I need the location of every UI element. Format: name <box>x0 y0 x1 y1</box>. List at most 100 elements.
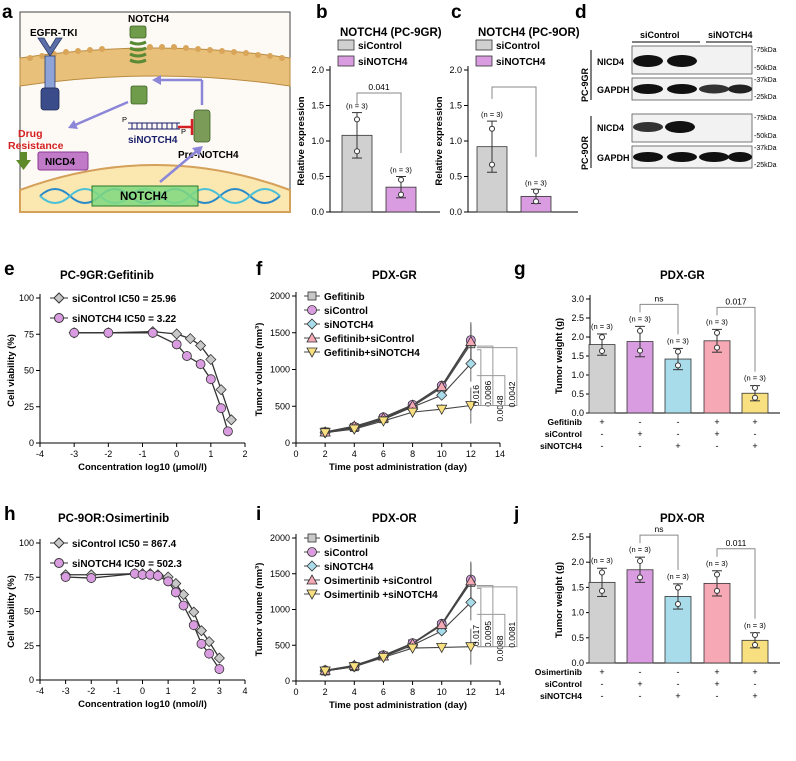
legend-label: siNOTCH4 <box>324 320 374 331</box>
data-point <box>599 587 605 594</box>
y-tick-label: 1500 <box>270 328 290 338</box>
n-label: (n = 3) <box>667 336 689 345</box>
legend-label: Gefitinib+siControl <box>324 334 415 345</box>
y-tick-label: 0.0 <box>571 658 584 668</box>
data-point <box>196 638 207 649</box>
data-point <box>465 335 477 346</box>
panel-label-i: i <box>256 504 261 525</box>
data-point <box>216 403 226 414</box>
x-tick-label: 14 <box>495 687 505 697</box>
chart-h: PC-9OR:Osimertinib 0 25 50 75 100 Cell viabili… <box>6 513 248 710</box>
data-point <box>214 664 225 674</box>
n-label: (n = 3) <box>591 556 613 565</box>
y-tick-label: 1.0 <box>449 136 462 146</box>
data-point <box>533 198 539 205</box>
y-tick-label: 1500 <box>270 569 290 579</box>
condition-sign: - <box>601 441 604 451</box>
gene-label: NOTCH4 <box>120 191 168 203</box>
data-point <box>86 573 97 583</box>
condition-sign: - <box>677 667 680 677</box>
y-tick-label: 1.5 <box>571 351 584 361</box>
y-tick-label: 1.5 <box>311 101 324 111</box>
condition-sign: - <box>677 417 680 427</box>
drug-resistance-line2: Resistance <box>8 140 64 152</box>
condition-name: Gefitinib <box>548 417 582 427</box>
p-value: 0.041 <box>368 82 390 92</box>
data-point <box>436 380 448 391</box>
pvalue-bracket <box>476 586 518 648</box>
x-tick-label: 8 <box>410 687 415 697</box>
y-tick-label: 50 <box>24 607 34 617</box>
data-point <box>69 327 80 338</box>
panel-a: a EGFR-TKI NOTCH4 Pre-NOTCH4 <box>2 2 291 213</box>
chart-e: PC-9GR:Gefitinib 0 25 50 75 100 Cell viability… <box>6 270 248 473</box>
data-point <box>436 389 448 401</box>
y-tick-label: 50 <box>24 366 34 376</box>
x-axis-title: Time post administration (day) <box>329 700 467 711</box>
wb-header-sinotch4: siNOTCH4 <box>708 30 753 40</box>
significance-bracket <box>639 303 679 335</box>
wb-marker-50-1: -50kDa <box>754 65 777 72</box>
data-point <box>203 636 215 648</box>
y-tick-label: 500 <box>275 401 290 411</box>
n-label: (n = 3) <box>525 178 547 187</box>
significance-label: ns <box>655 524 664 534</box>
p-value: 0.0086 <box>483 381 493 407</box>
x-tick-label: 8 <box>410 449 415 459</box>
data-point <box>533 188 539 195</box>
p-value: 0.016 <box>471 385 481 407</box>
x-tick-label: 0 <box>293 687 298 697</box>
y-tick-label: 500 <box>275 640 290 650</box>
significance-label: 0.017 <box>725 296 747 306</box>
data-point <box>752 641 758 648</box>
x-axis-title: Time post administration (day) <box>329 462 467 473</box>
y-tick-label: 2.5 <box>571 313 584 323</box>
data-point <box>215 384 227 396</box>
data-point <box>152 570 163 581</box>
wb-row-gapdh-2: GAPDH <box>597 153 630 163</box>
down-arrow-icon <box>16 152 31 170</box>
data-point <box>465 401 477 412</box>
x-tick-label: 12 <box>466 687 476 697</box>
data-point <box>637 327 643 334</box>
condition-sign: + <box>599 417 604 427</box>
condition-sign: + <box>752 691 757 701</box>
data-point <box>465 575 477 586</box>
legend-label: siControl <box>496 41 540 52</box>
p-value: 0.0048 <box>495 395 505 421</box>
pre-notch4-icon <box>193 109 211 143</box>
wb-marker-75-1: -75kDa <box>754 47 777 54</box>
legend-label: siControl IC50 = 25.96 <box>72 294 177 305</box>
legend-marker <box>307 291 317 301</box>
x-tick-label: 2 <box>323 449 328 459</box>
data-point <box>354 116 360 123</box>
data-point <box>348 424 360 435</box>
y-tick-label: 2.0 <box>571 332 584 342</box>
wb-group-gr: PC-9GR <box>580 67 590 102</box>
legend-marker <box>54 313 64 323</box>
chart-j: PDX-OR 0.0 0.5 1.0 1.5 2.0 2.5 Tumor weight (g)… <box>535 513 780 701</box>
y-tick-label: 0.5 <box>571 389 584 399</box>
data-point <box>436 618 448 629</box>
legend-label: Gefitinib <box>324 292 365 303</box>
x-tick-label: -2 <box>104 449 112 459</box>
n-label: (n = 3) <box>390 166 412 175</box>
condition-sign: - <box>601 429 604 439</box>
data-point <box>171 328 183 340</box>
condition-sign: + <box>714 667 719 677</box>
data-point <box>377 653 390 664</box>
y-tick-label: 1.5 <box>571 582 584 592</box>
data-point <box>714 329 720 336</box>
blot-bands <box>633 55 752 162</box>
legend-swatch <box>475 55 493 67</box>
legend-marker <box>307 547 317 557</box>
x-tick-label: 4 <box>352 687 357 697</box>
n-label: (n = 3) <box>706 317 728 326</box>
wb-row-nicd4-1: NICD4 <box>597 57 624 67</box>
data-point <box>489 125 495 132</box>
data-point <box>752 632 758 639</box>
data-point <box>675 601 681 608</box>
n-label: (n = 3) <box>744 621 766 630</box>
x-tick-label: 2 <box>323 687 328 697</box>
data-point <box>103 327 114 338</box>
